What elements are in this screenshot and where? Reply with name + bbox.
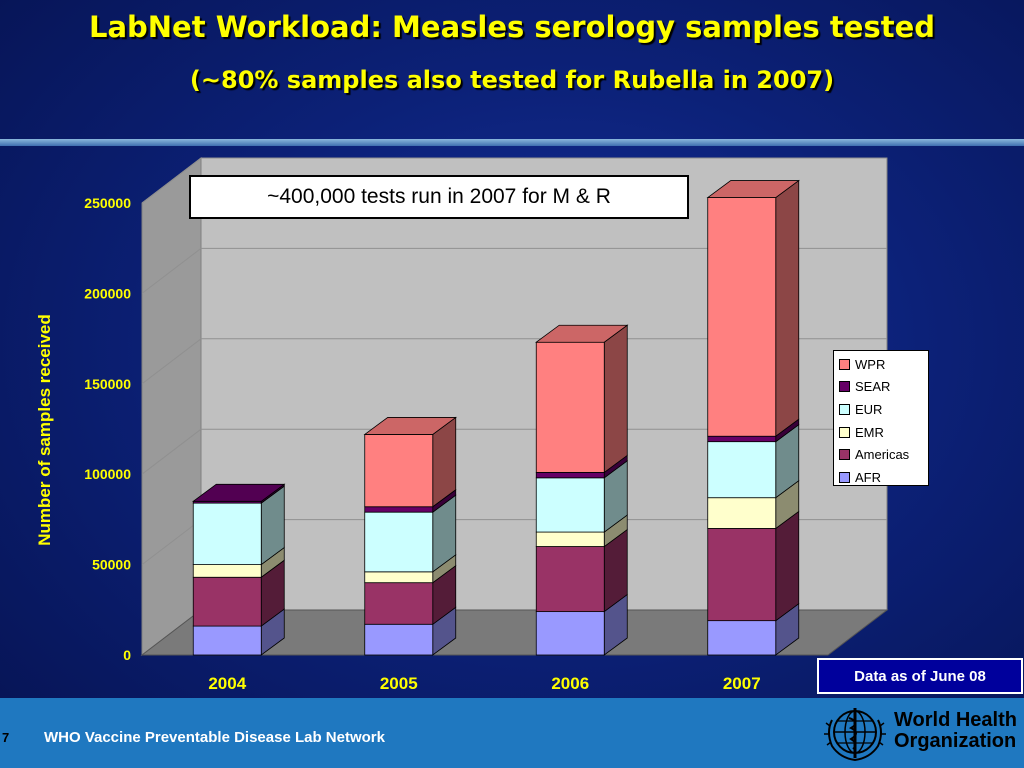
chart-title: LabNet Workload: Measles serology sample… [88,10,935,44]
x-tick-label: 2006 [551,674,589,693]
data-date-note: Data as of June 08 [817,658,1023,694]
who-emblem-icon [824,708,886,762]
bar-afr-2004 [192,625,262,656]
gridline-side [141,157,202,204]
bar-afr-2007 [707,620,777,656]
stacked-bar-chart: 0 50000 100000 150000 200000 250000 2004 2005 20… [84,156,889,693]
legend-swatch [839,403,850,415]
legend-swatch [839,381,850,393]
bar-wpr-2007-top [706,180,800,198]
x-tick-label: 2005 [380,674,418,693]
bar-americas-2004 [192,576,262,627]
bar-eur-2004 [192,502,262,565]
legend-swatch [839,449,850,461]
legend-label: EUR [855,401,883,417]
x-tick-label: 2004 [208,674,246,693]
legend-item-emr: EMR [839,421,928,444]
bar-americas-2007 [707,528,777,622]
bar-sear-2004-top [192,483,286,502]
bar-afr-2005 [364,623,434,656]
y-tick-label: 200000 [84,285,131,301]
who-name: World Health Organization [894,710,1017,752]
bar-wpr-2006-side [603,324,628,474]
legend-item-americas: Americas [839,443,928,466]
legend-label: EMR [855,424,884,440]
legend-swatch [839,358,850,370]
bar-wpr-2006-top [535,324,629,343]
bar-wpr-2007-side [775,179,800,438]
footer-bar: 7 WHO Vaccine Preventable Disease Lab Ne… [0,698,1024,768]
page-number: 7 [2,730,10,745]
who-name-line1: World Health [894,709,1017,731]
legend-item-sear: SEAR [839,376,928,399]
bar-americas-2006 [535,546,605,613]
bar-eur-2006 [535,477,605,533]
bar-emr-2004 [192,564,262,578]
y-tick-label: 0 [123,647,131,663]
legend-item-eur: EUR [839,398,928,421]
legend-label: Americas [855,447,910,463]
legend-label: AFR [855,469,881,485]
bar-wpr-2005 [364,434,434,508]
legend-label: WPR [855,356,886,372]
bar-americas-2005 [364,582,434,625]
legend-item-wpr: WPR [839,353,928,376]
bar-americas-2007-side [775,510,800,622]
bar-wpr-2005-top [363,417,457,435]
bar-emr-2007 [707,497,777,529]
y-tick-label: 150000 [84,376,131,392]
legend-item-afr: AFR [839,466,928,489]
y-axis-label: Number of samples received [35,314,54,546]
y-tick-label: 100000 [84,466,131,482]
bar-eur-2005 [364,511,434,573]
x-tick-label: 2007 [723,674,761,693]
who-name-line2: Organization [894,730,1017,752]
gridline-side [141,338,202,385]
bar-emr-2005 [364,571,434,584]
legend-swatch [839,471,850,483]
header-divider [0,139,1024,146]
bar-sear-2005 [364,506,434,513]
y-tick-label: 50000 [92,557,131,573]
bar-afr-2006 [535,611,605,656]
chart-side-wall [141,156,202,657]
y-tick-label: 250000 [84,195,131,211]
gridline-side [141,519,202,565]
bar-sear-2006 [535,471,605,479]
legend-label: SEAR [855,379,891,395]
gridline-side [141,248,202,294]
chart-annotation: ~400,000 tests run in 2007 for M & R [189,175,689,219]
bar-sear-2007 [707,435,777,443]
legend-swatch [839,426,850,438]
gridline-side [141,428,202,475]
footer-text: WHO Vaccine Preventable Disease Lab Netw… [44,729,385,746]
bar-wpr-2006 [535,341,605,473]
bar-emr-2006 [535,531,605,547]
bar-wpr-2007 [707,197,777,437]
chart-subtitle: (~80% samples also tested for Rubella in… [189,66,835,94]
chart-legend: WPR SEAR EUR EMR Americas AFR [833,350,929,486]
bar-eur-2007 [707,441,777,499]
